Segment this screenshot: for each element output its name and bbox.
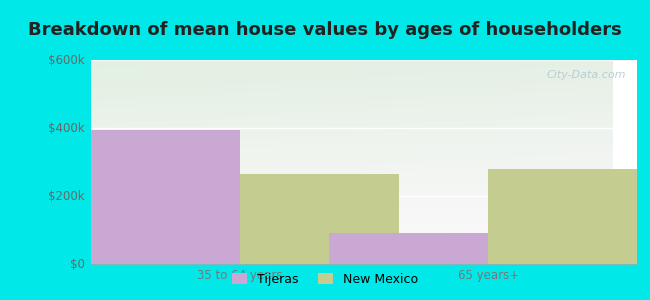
Text: $200k: $200k bbox=[48, 190, 84, 202]
Bar bbox=[240, 174, 398, 264]
Text: $0: $0 bbox=[70, 257, 84, 271]
Bar bbox=[330, 233, 488, 264]
Text: $400k: $400k bbox=[48, 122, 84, 134]
Text: $600k: $600k bbox=[48, 53, 84, 67]
Bar bbox=[488, 169, 647, 264]
Text: Breakdown of mean house values by ages of householders: Breakdown of mean house values by ages o… bbox=[28, 21, 622, 39]
Legend: Tijeras, New Mexico: Tijeras, New Mexico bbox=[227, 268, 422, 291]
Bar bbox=[81, 130, 240, 264]
Text: City-Data.com: City-Data.com bbox=[547, 70, 626, 80]
